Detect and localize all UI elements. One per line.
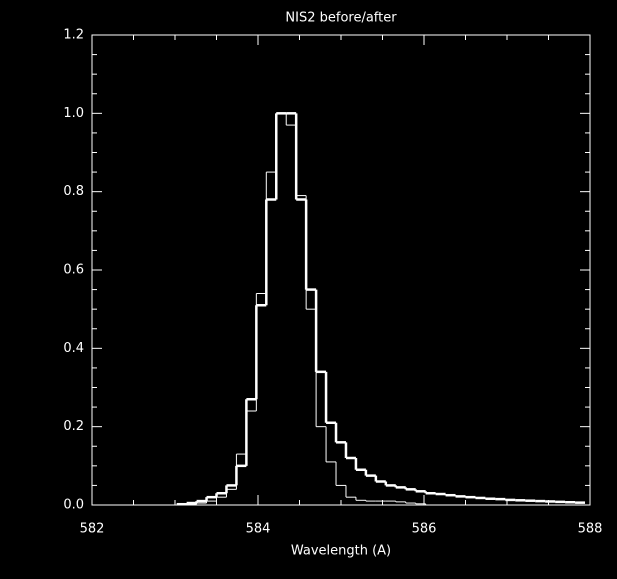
- x-axis-label: Wavelength (A): [291, 544, 391, 559]
- x-tick-label: 584: [246, 522, 271, 537]
- y-tick-label: 0.0: [63, 498, 84, 513]
- y-tick-label: 0.4: [63, 341, 84, 356]
- y-tick-label: 1.2: [63, 28, 84, 43]
- x-tick-label: 582: [80, 522, 105, 537]
- y-tick-label: 1.0: [63, 106, 84, 121]
- x-tick-label: 586: [412, 522, 437, 537]
- step-risers: [186, 113, 427, 505]
- y-tick-label: 0.8: [63, 184, 84, 199]
- y-tick-label: 0.6: [63, 263, 84, 278]
- y-tick-label: 0.2: [63, 419, 84, 434]
- chart-title: NIS2 before/after: [285, 11, 397, 26]
- x-tick-label: 588: [578, 522, 603, 537]
